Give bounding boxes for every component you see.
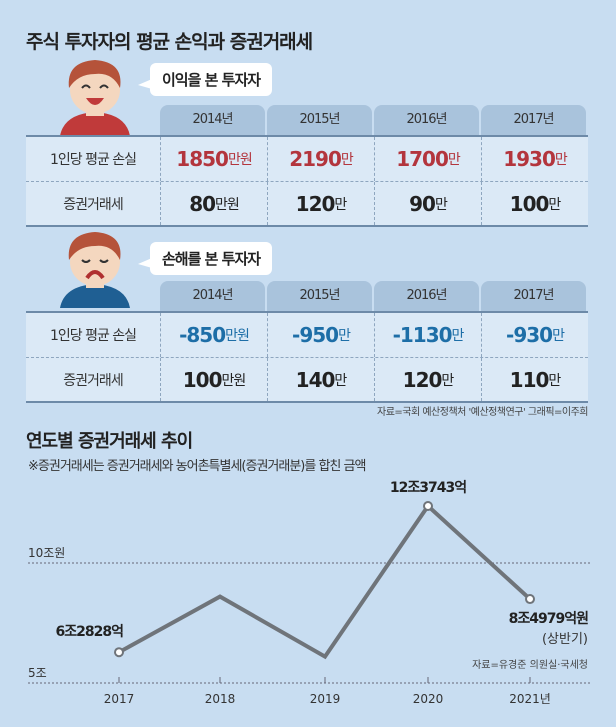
cell-unit: 만 [434,196,448,213]
table-cell: 90 만 [374,182,481,225]
data-label-sub: (상반기) [542,632,588,647]
year-header: 2017년 [481,281,586,311]
cell-unit: 만 [451,328,465,344]
cell-value: 80 [189,191,216,216]
year-header: 2017년 [481,105,586,135]
year-header: 2015년 [267,281,372,311]
sad-investor-icon [60,232,130,308]
series-line [118,502,532,660]
cell-unit: 만 [548,372,561,389]
table-cell: 1850 만원 [160,137,267,181]
table-row: 1인당 평균 손실 1850 만원 2190 만 1700 만 1930 만 [26,137,588,181]
cell-value: 120 [402,367,443,392]
profit-table-header: 2014년 2015년 2016년 2017년 [160,105,586,135]
year-header: 2015년 [267,105,372,135]
cell-unit: 만원 [221,372,246,389]
cell-value: 100 [509,191,550,216]
profit-investor-bubble: 이익을 본 투자자 [137,63,273,96]
chart-source: 자료=유경준 의원실·국세청 [472,658,588,671]
cell-unit: 만 [554,152,568,168]
x-tick-label: 2020 [413,692,444,706]
row-label: 1인당 평균 손실 [49,328,137,344]
table-cell: 1700 만 [374,137,481,181]
cell-unit: 만 [334,372,347,389]
cell-unit: 만 [441,372,454,389]
cell-unit: 만원 [225,328,250,344]
table-cell: -1130 만 [374,313,481,357]
cell-value: 1850 [176,147,229,171]
cell-value: -930 [506,323,553,347]
x-tick-label: 2018 [205,692,236,706]
table-cell: 2190 만 [267,137,374,181]
cell-value: 100 [182,367,223,392]
table-cell: 110 만 [481,358,588,401]
cell-value: 2190 [289,147,342,171]
cell-value: 120 [295,191,336,216]
loss-table-header: 2014년 2015년 2016년 2017년 [160,281,586,311]
year-header: 2016년 [374,281,479,311]
year-header: 2016년 [374,105,479,135]
cell-unit: 만 [340,152,354,168]
x-tick-label: 2017 [104,692,135,706]
chart-subtitle: ※증권거래세는 증권거래세와 농어촌특별세(증권거래분)를 합친 금액 [28,459,366,474]
loss-table-body: 1인당 평균 손실 -850 만원 -950 만 -1130 만 -930 만 증권거래세 100 만… [26,311,588,403]
y-tick-label: 5조 [28,666,47,680]
cell-unit: 만 [552,328,565,344]
profit-table-body: 1인당 평균 손실 1850 만원 2190 만 1700 만 1930 만 증권거래세 80 만원 1… [26,135,588,227]
cell-value: 1930 [503,147,556,171]
table-cell: -850 만원 [160,313,267,357]
table-cell: 100 만원 [160,358,267,401]
table-cell: 80 만원 [160,182,267,225]
data-point [114,647,124,658]
page-title: 주식 투자자의 평균 손익과 증권거래세 [26,31,313,53]
table-cell: -930 만 [481,313,588,357]
cell-unit: 만원 [227,152,253,168]
cell-value: -850 [179,323,226,347]
cell-value: 110 [509,367,550,392]
table-cell: 100 만 [481,182,588,225]
table-row: 1인당 평균 손실 -850 만원 -950 만 -1130 만 -930 만 [26,313,588,357]
table-row: 증권거래세 80 만원 120 만 90 만 100 만 [26,181,588,225]
cell-value: -950 [292,323,339,347]
cell-unit: 만 [548,196,561,213]
table-cell: 120 만 [267,182,374,225]
cell-unit: 만 [338,328,351,344]
row-label: 1인당 평균 손실 [49,152,137,168]
cell-value: 90 [409,191,436,216]
x-tick-label: 2021년 [509,692,551,706]
data-label: 6조2828억 [56,624,124,640]
table-cell: 140 만 [267,358,374,401]
cell-value: 140 [295,367,336,392]
cell-value: 1700 [396,147,449,171]
data-label: 12조3743억 [390,480,466,496]
y-tick-label: 10조원 [28,546,65,560]
row-label: 증권거래세 [63,196,123,213]
year-header: 2014년 [160,105,265,135]
table-cell: 1930 만 [481,137,588,181]
year-header: 2014년 [160,281,265,311]
cell-unit: 만 [447,152,461,168]
cell-unit: 만원 [215,196,240,213]
cell-value: -1130 [392,323,453,347]
table-cell: 120 만 [374,358,481,401]
table-cell: -950 만 [267,313,374,357]
source-note: 자료=국회 예산정책처 '예산정책연구' 그래픽=이주희 [377,407,589,418]
data-point [423,501,433,512]
cell-unit: 만 [334,196,347,213]
data-label: 8조4979억원 [509,611,588,627]
chart-title: 연도별 증권거래세 추이 [26,431,193,452]
x-tick-label: 2019 [310,692,341,706]
row-label: 증권거래세 [63,372,123,389]
data-point [525,594,535,605]
happy-investor-icon [60,60,130,136]
table-row: 증권거래세 100 만원 140 만 120 만 110 만 [26,357,588,401]
loss-investor-bubble: 손해를 본 투자자 [137,242,273,275]
